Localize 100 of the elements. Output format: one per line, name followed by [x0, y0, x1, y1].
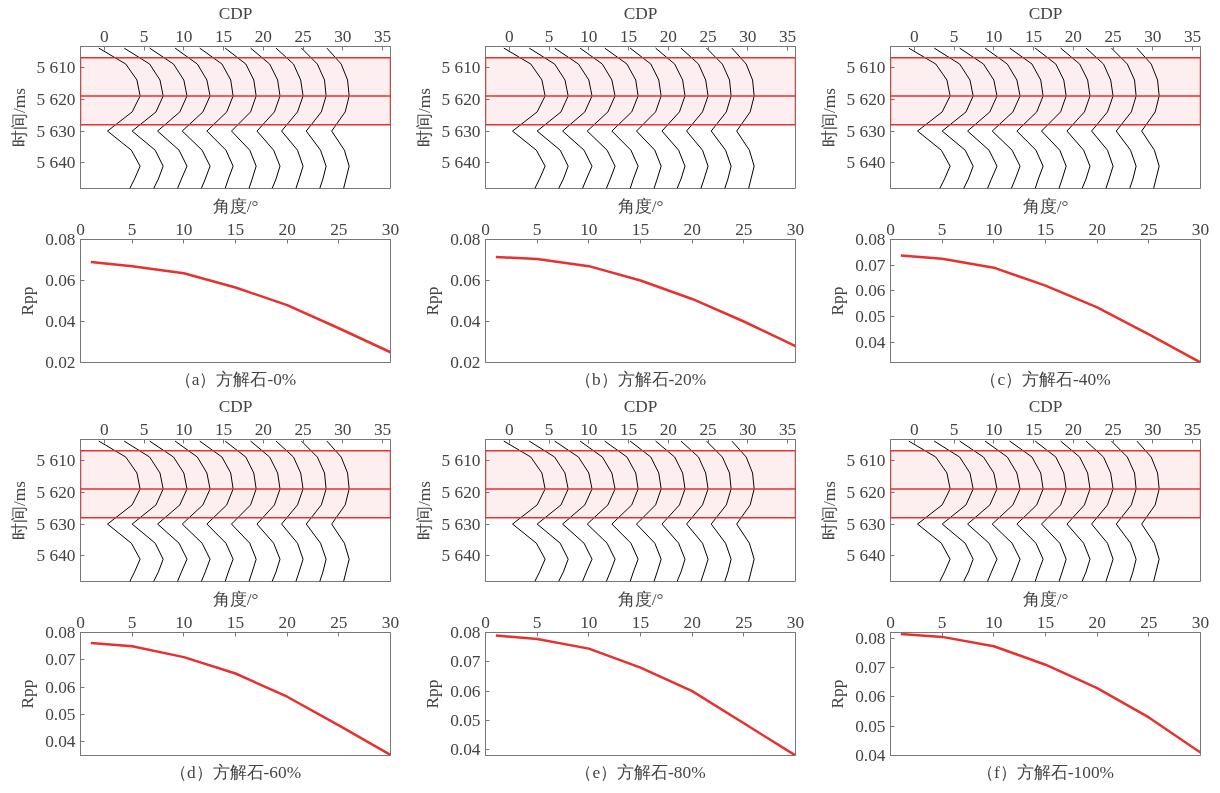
y-tick-label: 0.04: [45, 732, 76, 752]
x-axis-title: 角度/°: [212, 196, 259, 216]
x-tick-label: 10: [175, 26, 193, 46]
y-tick-label: 0.08: [45, 623, 76, 642]
x-axis-title: 角度/°: [1022, 589, 1069, 609]
x-tick-label: 10: [985, 26, 1003, 46]
x-tick-label: 0: [886, 219, 895, 239]
x-axis-title: CDP: [1028, 396, 1063, 416]
y-tick-label: 5 640: [441, 546, 481, 566]
x-tick-label: 25: [699, 419, 717, 439]
x-tick-label: 30: [786, 219, 805, 239]
x-tick-label: 25: [1140, 612, 1158, 632]
x-tick-label: 0: [910, 26, 919, 46]
y-axis-title: 时间/ms: [819, 87, 839, 148]
x-tick-label: 25: [735, 219, 753, 239]
x-tick-label: 5: [532, 612, 542, 632]
x-tick-label: 30: [739, 419, 757, 439]
x-axis-title: CDP: [623, 3, 658, 23]
x-tick-label: 30: [381, 612, 400, 632]
x-tick-label: 20: [683, 612, 701, 632]
x-tick-label: 35: [1183, 419, 1202, 439]
x-tick-label: 30: [786, 612, 805, 632]
x-axis-title: CDP: [623, 396, 658, 416]
x-tick-label: 0: [100, 419, 109, 439]
y-axis-title: Rpp: [18, 679, 38, 709]
text: （f）方解石-100%: [977, 762, 1114, 782]
y-tick-label: 0.02: [45, 353, 76, 372]
x-axis-title: 角度/°: [1022, 196, 1069, 216]
x-axis-title: CDP: [218, 3, 253, 23]
y-tick-label: 5 640: [36, 546, 76, 566]
x-tick-label: 15: [214, 26, 233, 46]
y-tick-label: 0.05: [855, 306, 886, 326]
x-tick-label: 35: [373, 419, 392, 439]
y-tick-label: 5 610: [36, 57, 76, 77]
y-axis-title: 时间/ms: [414, 480, 434, 541]
x-tick-label: 25: [699, 26, 717, 46]
x-tick-label: 30: [1144, 26, 1162, 46]
x-tick-label: 0: [481, 219, 490, 239]
x-tick-label: 0: [76, 612, 85, 632]
x-tick-label: 30: [334, 26, 352, 46]
x-axis-title: CDP: [218, 396, 253, 416]
y-tick-label: 0.04: [45, 312, 76, 331]
text: （b）方解石-20%: [574, 369, 707, 389]
x-tick-label: 20: [278, 219, 296, 239]
y-tick-label: 5 620: [36, 482, 76, 502]
y-tick-label: 0.04: [450, 312, 481, 331]
y-tick-label: 5 640: [846, 546, 886, 566]
y-tick-label: 0.04: [855, 332, 886, 352]
x-tick-label: 10: [580, 419, 598, 439]
y-tick-label: 0.04: [855, 746, 886, 765]
y-tick-label: 0.06: [45, 677, 76, 697]
x-tick-label: 10: [175, 612, 193, 632]
x-tick-label: 5: [127, 219, 137, 239]
x-tick-label: 15: [1036, 612, 1055, 632]
y-tick-label: 5 620: [36, 89, 76, 109]
y-tick-label: 0.07: [450, 652, 481, 672]
x-tick-label: 25: [1140, 219, 1158, 239]
text: （a）方解石-0%: [174, 369, 297, 389]
x-axis-title: 角度/°: [617, 589, 664, 609]
x-tick-label: 5: [937, 612, 947, 632]
x-tick-label: 10: [175, 219, 193, 239]
y-axis-title: Rpp: [828, 679, 848, 709]
y-axis-title: Rpp: [423, 679, 443, 709]
x-tick-label: 10: [985, 219, 1003, 239]
x-tick-label: 5: [127, 612, 137, 632]
y-tick-label: 0.08: [855, 230, 886, 249]
x-tick-label: 0: [910, 419, 919, 439]
x-tick-label: 5: [532, 219, 542, 239]
x-tick-label: 5: [544, 26, 554, 46]
x-axis-title: CDP: [1028, 3, 1063, 23]
x-tick-label: 0: [76, 219, 85, 239]
x-tick-label: 5: [937, 219, 947, 239]
x-tick-label: 20: [1064, 419, 1082, 439]
x-tick-label: 35: [778, 26, 797, 46]
y-tick-label: 5 640: [36, 153, 76, 173]
x-tick-label: 20: [659, 419, 677, 439]
x-tick-label: 0: [481, 612, 490, 632]
y-tick-label: 5 620: [441, 89, 481, 109]
x-tick-label: 20: [1088, 612, 1106, 632]
x-tick-label: 10: [580, 219, 598, 239]
y-tick-label: 0.06: [450, 271, 481, 290]
x-tick-label: 10: [175, 419, 193, 439]
y-tick-label: 0.05: [450, 710, 481, 730]
y-axis-title: Rpp: [423, 286, 443, 316]
x-tick-label: 30: [1144, 419, 1162, 439]
x-tick-label: 5: [949, 26, 959, 46]
y-tick-label: 5 610: [36, 450, 76, 470]
y-axis-title: Rpp: [828, 286, 848, 316]
y-tick-label: 5 630: [36, 514, 76, 534]
y-axis-title: 时间/ms: [9, 480, 29, 541]
text: （c）方解石-40%: [980, 369, 1111, 389]
x-tick-label: 0: [505, 419, 514, 439]
x-tick-label: 15: [1024, 26, 1043, 46]
x-tick-label: 20: [254, 26, 272, 46]
y-tick-label: 0.02: [450, 353, 481, 372]
x-tick-label: 10: [985, 612, 1003, 632]
text: （e）方解石-80%: [575, 762, 706, 782]
x-tick-label: 35: [1183, 26, 1202, 46]
y-tick-label: 5 620: [441, 482, 481, 502]
x-tick-label: 5: [949, 419, 959, 439]
